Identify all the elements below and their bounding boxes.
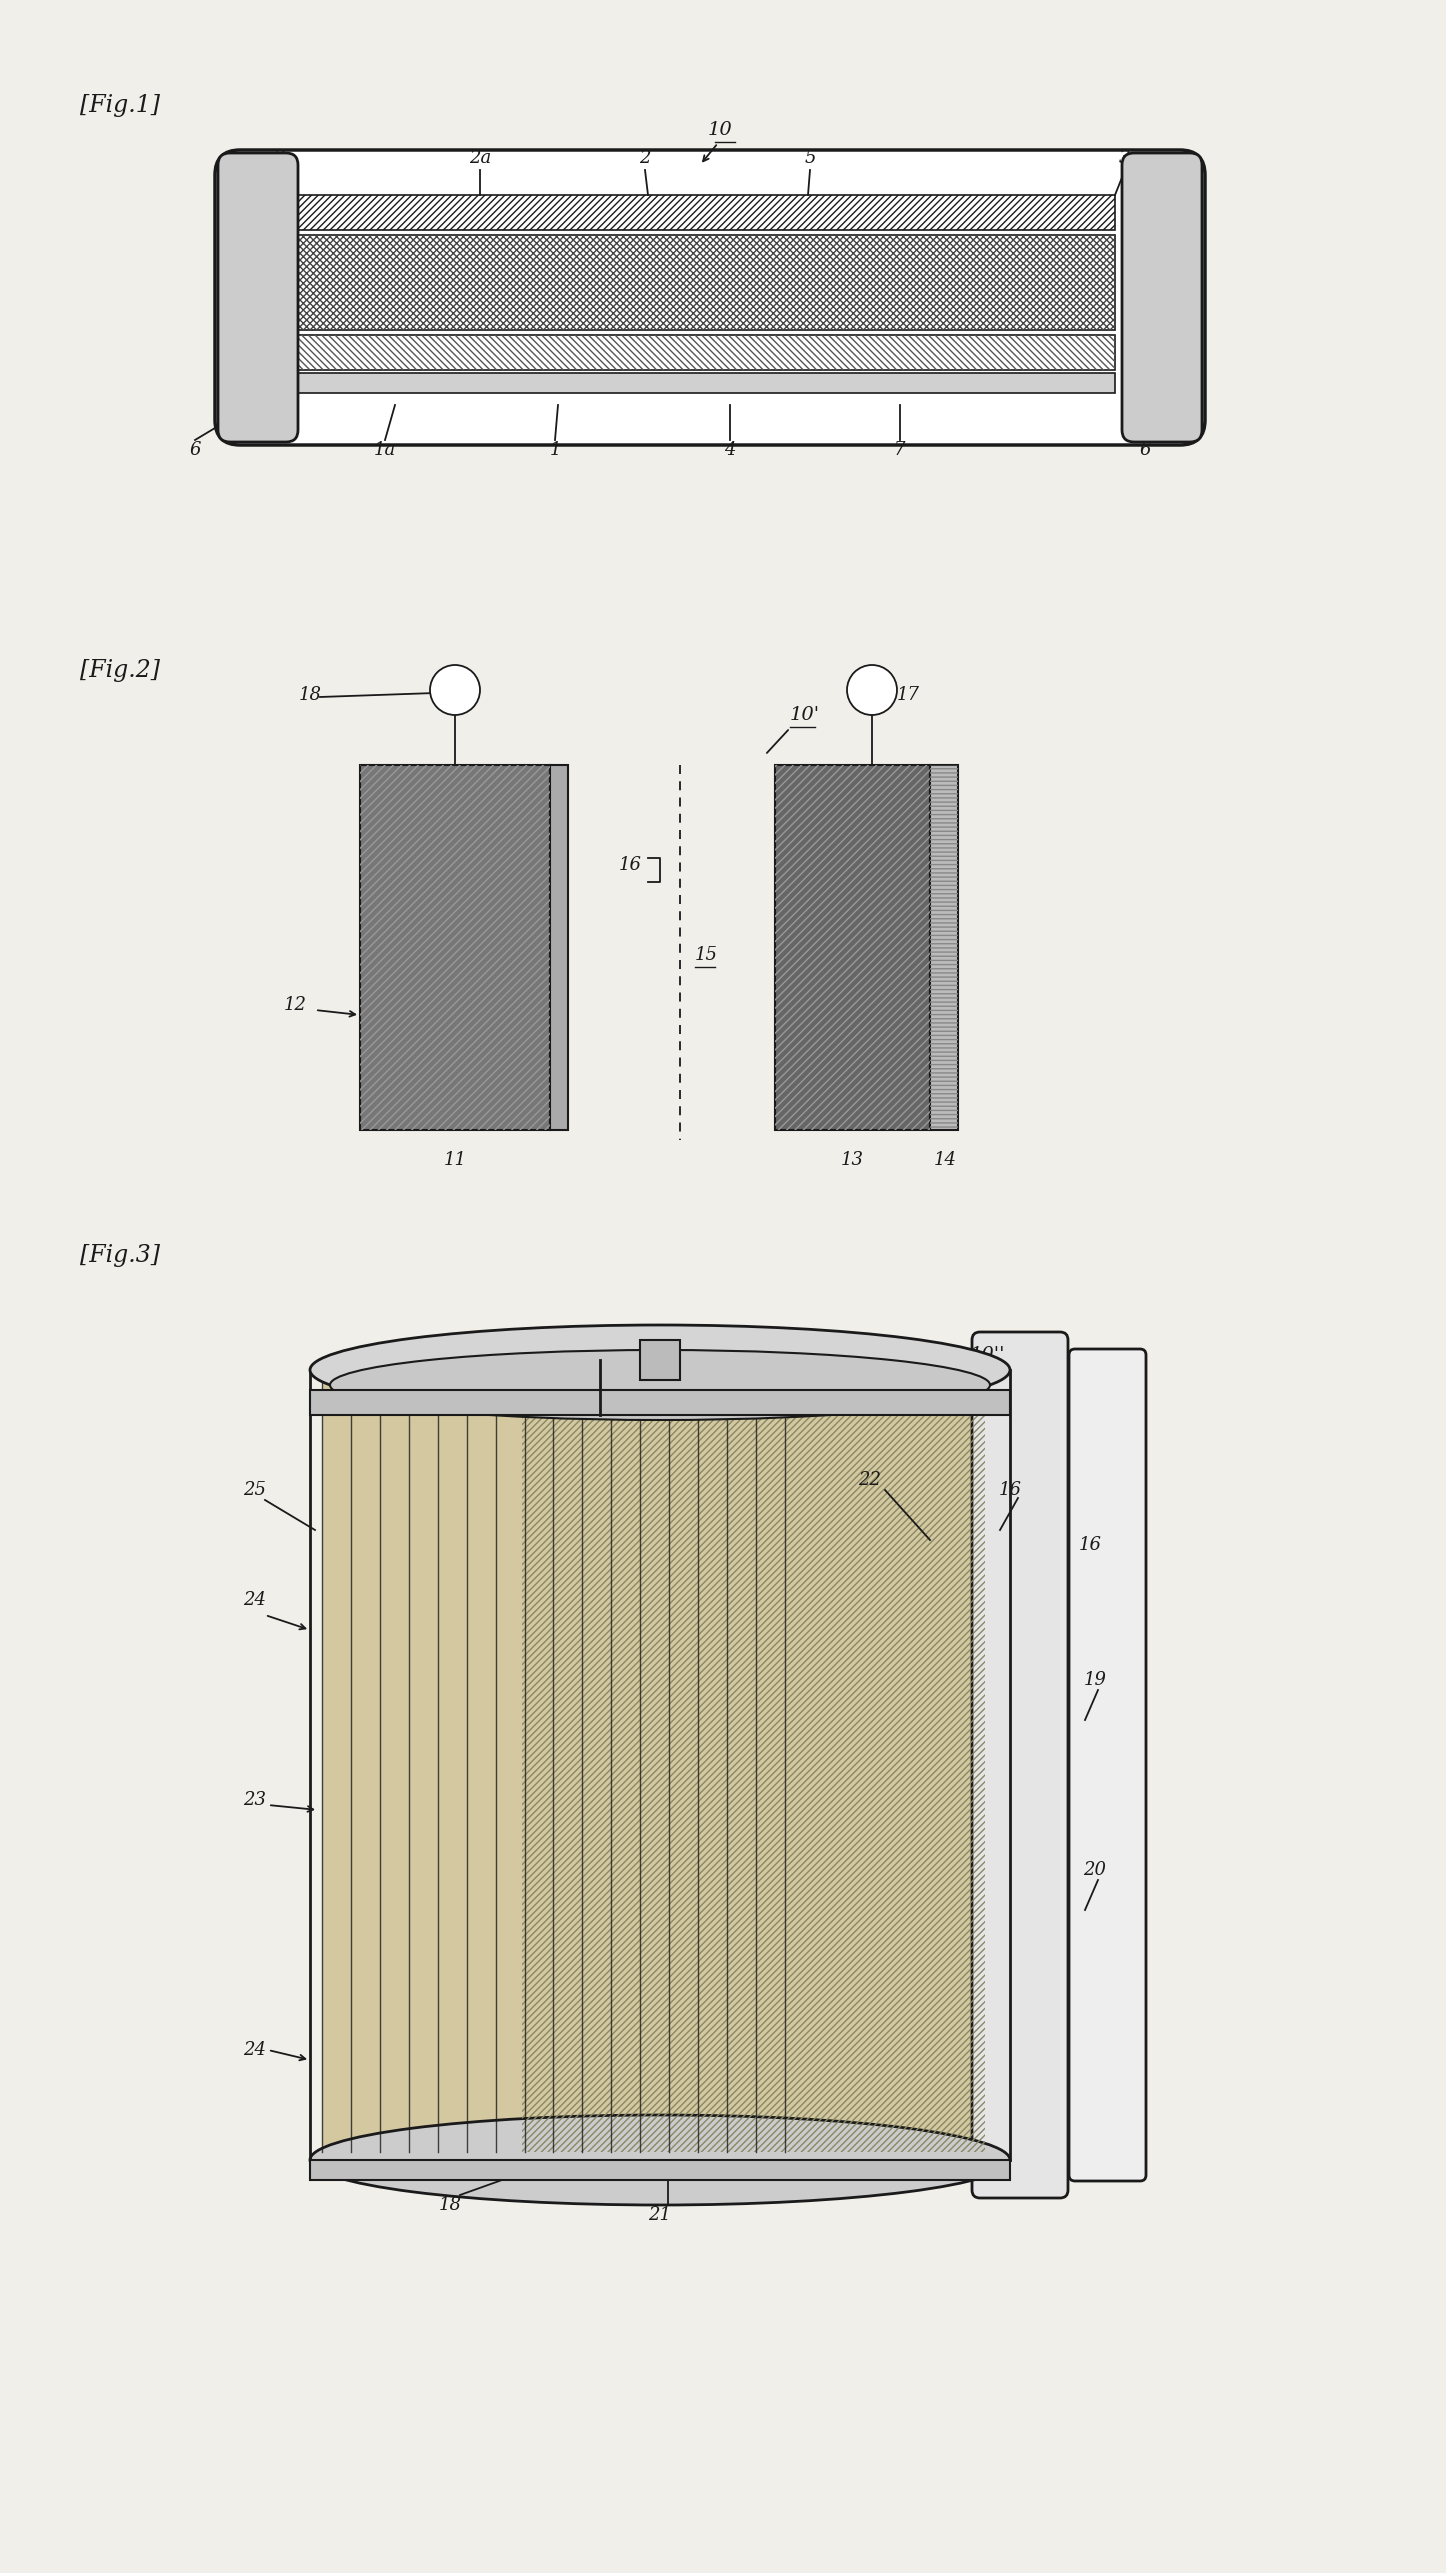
Bar xyxy=(295,334,1115,371)
Bar xyxy=(295,196,1115,229)
Text: 10': 10' xyxy=(790,705,820,723)
Text: 13: 13 xyxy=(840,1150,863,1168)
FancyBboxPatch shape xyxy=(1069,1348,1147,2182)
Bar xyxy=(309,1389,1009,1415)
Text: 24: 24 xyxy=(243,1590,266,1608)
Text: 20: 20 xyxy=(1083,1860,1106,1878)
Text: 3: 3 xyxy=(275,149,286,167)
Text: 17: 17 xyxy=(489,1341,512,1359)
Ellipse shape xyxy=(330,1351,991,1420)
Text: 6: 6 xyxy=(1139,440,1151,458)
Text: 11: 11 xyxy=(444,1150,467,1168)
Text: 1: 1 xyxy=(549,440,561,458)
Bar xyxy=(295,373,1115,394)
Bar xyxy=(930,764,959,1130)
Bar xyxy=(775,764,930,1130)
Text: 12: 12 xyxy=(283,996,307,1014)
Bar xyxy=(641,1341,680,1379)
Text: 22: 22 xyxy=(859,1472,882,1490)
Bar xyxy=(360,764,549,1130)
Bar xyxy=(309,2159,1009,2179)
Text: 18: 18 xyxy=(438,2195,461,2213)
Text: 17: 17 xyxy=(897,687,920,705)
Text: 19: 19 xyxy=(1083,1670,1106,1688)
Text: 10'': 10'' xyxy=(970,1346,1005,1364)
Ellipse shape xyxy=(309,2115,1009,2205)
Bar xyxy=(295,334,1115,371)
Text: 6: 6 xyxy=(189,440,201,458)
Bar xyxy=(295,234,1115,329)
Text: 21: 21 xyxy=(648,2205,671,2223)
Text: 2: 2 xyxy=(639,149,651,167)
Text: [Fig.1]: [Fig.1] xyxy=(80,93,161,116)
Text: 15: 15 xyxy=(696,947,719,965)
Text: 1a: 1a xyxy=(375,440,396,458)
Bar xyxy=(775,764,930,1130)
Text: 18: 18 xyxy=(298,687,321,705)
Text: 16: 16 xyxy=(1079,1536,1102,1554)
Text: 5: 5 xyxy=(804,149,816,167)
Text: 25: 25 xyxy=(243,1482,266,1500)
Circle shape xyxy=(429,664,480,715)
Text: 23: 23 xyxy=(243,1791,266,1809)
Text: [Fig.3]: [Fig.3] xyxy=(80,1243,161,1266)
Bar xyxy=(360,764,549,1130)
FancyBboxPatch shape xyxy=(218,152,298,443)
Bar xyxy=(295,196,1115,229)
Text: 16: 16 xyxy=(999,1482,1021,1500)
FancyBboxPatch shape xyxy=(972,1333,1069,2197)
Text: 4: 4 xyxy=(724,440,736,458)
Text: 2a: 2a xyxy=(469,149,492,167)
Text: 16: 16 xyxy=(619,857,642,875)
Text: 24: 24 xyxy=(243,2040,266,2058)
FancyBboxPatch shape xyxy=(1122,152,1202,443)
Text: 17: 17 xyxy=(829,1341,852,1359)
FancyBboxPatch shape xyxy=(215,149,1205,445)
Bar xyxy=(522,1379,985,2151)
Text: 26: 26 xyxy=(578,1341,602,1359)
Text: 7: 7 xyxy=(894,440,905,458)
Bar xyxy=(295,234,1115,329)
Ellipse shape xyxy=(309,1325,1009,1415)
Circle shape xyxy=(847,664,897,715)
Bar xyxy=(930,764,959,1130)
Bar xyxy=(549,764,568,1130)
Text: 3: 3 xyxy=(1119,149,1131,167)
Text: 10: 10 xyxy=(707,121,732,139)
Text: 14: 14 xyxy=(934,1150,956,1168)
Text: 27: 27 xyxy=(664,1341,687,1359)
Bar xyxy=(322,1379,985,2151)
Text: [Fig.2]: [Fig.2] xyxy=(80,659,161,682)
